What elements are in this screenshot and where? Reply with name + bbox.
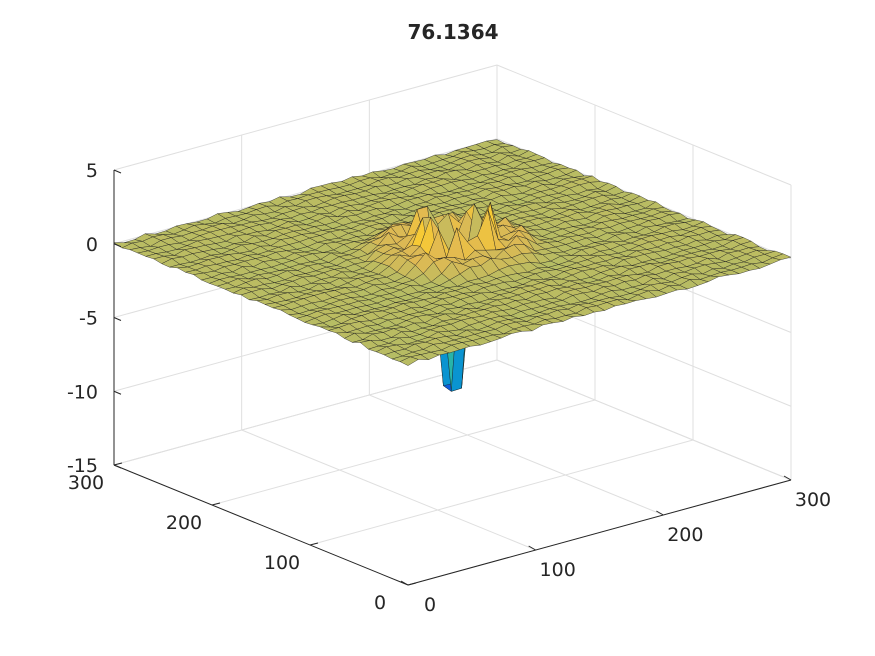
grid-line [113, 359, 498, 466]
y-tick-label: 0 [374, 592, 386, 614]
z-tick-mark [113, 464, 122, 469]
y-tick-mark [309, 542, 319, 546]
x-tick-mark [783, 475, 792, 481]
z-tick-mark [113, 390, 122, 395]
grid-line [309, 439, 694, 546]
x-tick-label: 0 [424, 594, 436, 616]
y-tick-mark [407, 582, 417, 586]
z-tick-mark [113, 243, 122, 248]
chart-title: 76.1364 [407, 20, 498, 44]
x-tick-labels: 0 100 200 300 [400, 475, 831, 616]
z-tick-label: -5 [79, 308, 98, 330]
y-tick-mark [211, 502, 221, 506]
y-tick-label: 100 [264, 552, 300, 574]
z-tick-mark [113, 317, 122, 321]
z-tick-label: 0 [86, 234, 98, 256]
surface-patch [771, 253, 792, 261]
x-tick-mark [400, 580, 409, 586]
x-tick-mark [528, 545, 536, 551]
grid-line [369, 394, 664, 516]
x-tick-mark [656, 510, 664, 516]
surface [113, 139, 792, 392]
grid-line [241, 429, 536, 551]
z-tick-mark [113, 169, 122, 174]
grid-line [211, 399, 596, 506]
z-tick-label: -15 [67, 455, 98, 477]
x-tick-label: 200 [667, 524, 703, 546]
z-tick-label: 5 [86, 160, 98, 182]
grid-line [113, 64, 498, 171]
y-tick-labels: 0 100 200 300 [68, 462, 417, 614]
y-tick-mark [113, 462, 123, 466]
z-tick-label: -10 [67, 381, 98, 403]
x-axis-line [407, 479, 792, 586]
x-tick-label: 100 [540, 559, 576, 581]
y-tick-label: 200 [166, 512, 202, 534]
x-tick-label: 300 [795, 489, 831, 511]
y-axis-line [113, 464, 409, 586]
z-tick-labels: 5 0 -5 -10 -15 [67, 160, 122, 477]
grid-line [496, 64, 792, 186]
y-tick-label: 300 [68, 472, 104, 494]
grid-line [496, 359, 792, 481]
